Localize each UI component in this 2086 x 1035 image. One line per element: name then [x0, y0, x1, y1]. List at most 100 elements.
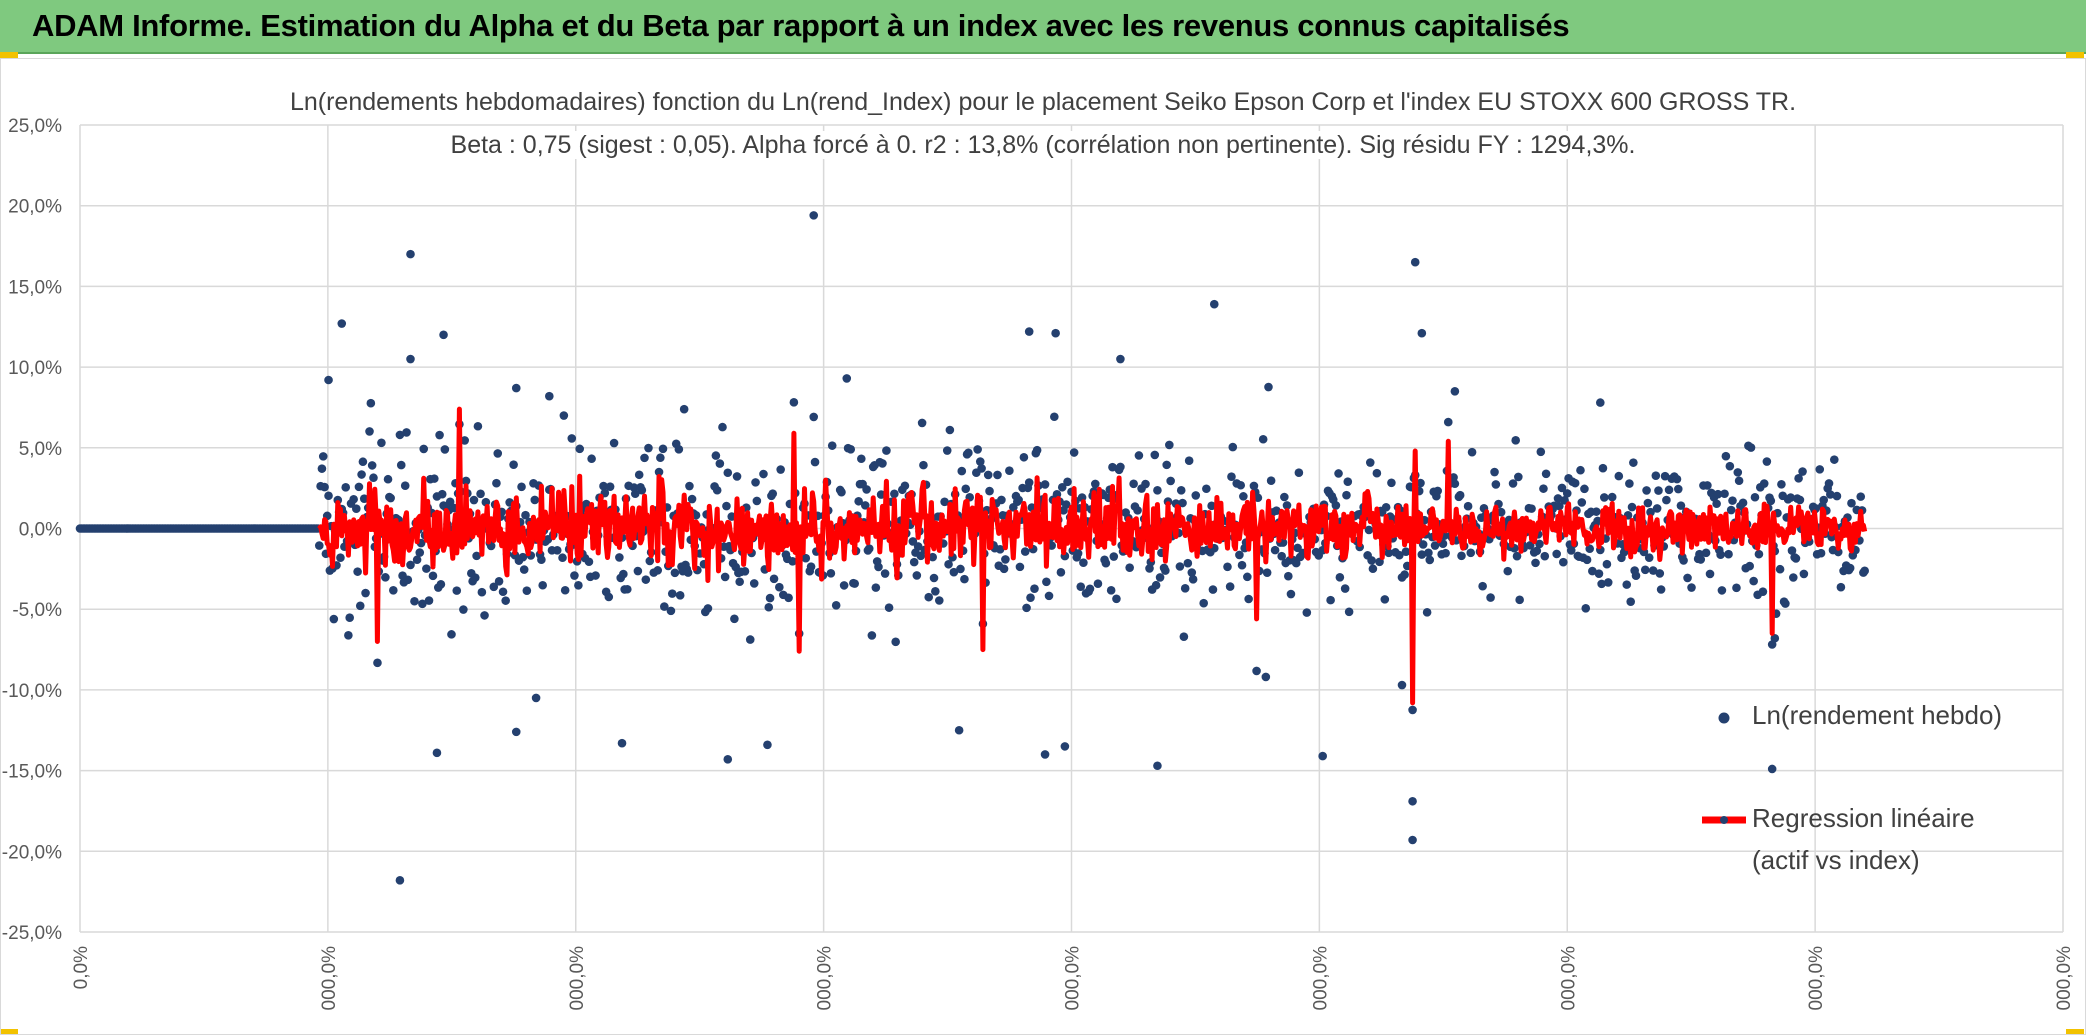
scatter-point	[1762, 457, 1772, 466]
scatter-point	[1552, 549, 1561, 559]
scatter-point	[1656, 585, 1666, 594]
scatter-point	[1005, 466, 1014, 476]
scatter-point	[1562, 489, 1572, 498]
scatter-point	[1134, 451, 1144, 460]
scatter-point	[1720, 489, 1729, 499]
scatter-point	[826, 569, 836, 578]
x-tick-label: 000,0%	[319, 946, 340, 1011]
scatter-point	[1540, 551, 1550, 561]
scatter-point	[623, 584, 632, 594]
scatter-point	[1417, 550, 1427, 559]
scatter-point	[1738, 498, 1748, 508]
scatter-point	[995, 545, 1005, 554]
scatter-point	[1631, 571, 1641, 581]
scatter-point	[558, 553, 567, 563]
scatter-point	[1262, 568, 1272, 577]
scatter-point	[1746, 443, 1756, 452]
regression-line	[317, 406, 1868, 706]
scatter-point	[1717, 586, 1727, 595]
scatter-point	[1417, 328, 1427, 338]
scatter-point	[1597, 579, 1606, 589]
scatter-point	[1093, 579, 1103, 589]
scatter-point	[1063, 477, 1072, 487]
scatter-point	[609, 438, 619, 448]
scatter-point	[1724, 549, 1733, 559]
scatter-point	[1209, 299, 1219, 309]
scatter-point	[722, 501, 731, 511]
scatter-point	[1750, 492, 1760, 502]
scatter-point	[732, 472, 742, 481]
scatter-point	[1725, 461, 1735, 471]
scatter-point	[1832, 491, 1842, 501]
scatter-point	[917, 418, 927, 428]
scatter-point	[1515, 595, 1524, 605]
scatter-point	[912, 571, 922, 580]
scatter-point	[1207, 501, 1216, 511]
scatter-point	[975, 457, 985, 466]
scatter-point	[452, 586, 462, 595]
scatter-point	[1660, 471, 1670, 481]
scatter-point	[519, 565, 529, 574]
scatter-point	[977, 464, 986, 473]
scatter-point	[1536, 447, 1546, 457]
scatter-point	[1527, 504, 1536, 513]
scatter-point	[1798, 467, 1807, 476]
y-tick-label: -15,0%	[2, 762, 62, 783]
scatter-point	[530, 495, 540, 505]
scatter-point	[1410, 257, 1420, 267]
scatter-point	[436, 579, 446, 589]
scatter-point	[1570, 478, 1580, 488]
scatter-point	[560, 585, 570, 595]
scatter-point	[1512, 551, 1522, 561]
scatter-point	[667, 589, 677, 598]
scatter-point	[1261, 672, 1271, 682]
scatter-point	[1365, 458, 1375, 467]
scatter-point	[769, 574, 779, 584]
scatter-point	[522, 586, 532, 595]
scatter-point	[1673, 484, 1683, 494]
scatter-point	[749, 579, 759, 588]
scatter-point	[1001, 555, 1010, 564]
scatter-point	[1443, 417, 1453, 427]
scatter-point	[400, 481, 410, 491]
y-tick-label: 15,0%	[8, 277, 62, 298]
scatter-point	[1598, 463, 1608, 473]
scatter-point	[880, 569, 890, 578]
scatter-point	[1652, 504, 1662, 513]
scatter-point	[1416, 478, 1425, 488]
scatter-point	[964, 448, 973, 458]
scatter-point	[318, 452, 328, 461]
scatter-point	[654, 467, 664, 477]
scatter-point	[1655, 569, 1665, 578]
scatter-point	[645, 556, 655, 566]
scatter-point	[763, 740, 772, 750]
scatter-point	[1187, 568, 1197, 577]
scatter-point	[871, 583, 881, 592]
scatter-point	[656, 453, 665, 463]
scatter-point	[494, 577, 504, 586]
scatter-point	[1679, 556, 1688, 565]
scatter-point	[1085, 584, 1095, 594]
scatter-point	[1277, 551, 1286, 561]
scatter-point	[559, 411, 569, 420]
scatter-point	[1683, 573, 1692, 583]
scatter-point	[764, 602, 774, 612]
scatter-point	[1133, 506, 1142, 515]
scatter-point	[381, 573, 390, 582]
scatter-point	[675, 591, 685, 600]
scatter-point	[1284, 571, 1293, 581]
scatter-point	[429, 474, 439, 483]
y-tick-label: 5,0%	[19, 439, 62, 460]
scatter-point	[924, 592, 934, 602]
scatter-point	[435, 430, 444, 440]
scatter-point	[1056, 568, 1066, 577]
scatter-point	[1384, 548, 1394, 558]
scatter-point	[1024, 327, 1034, 336]
scatter-point	[784, 593, 793, 603]
scatter-point	[1745, 561, 1754, 571]
scatter-point	[1176, 486, 1186, 495]
scatter-point	[1061, 500, 1071, 509]
scatter-point	[366, 398, 376, 408]
scatter-point	[406, 354, 415, 364]
scatter-point	[511, 383, 521, 393]
